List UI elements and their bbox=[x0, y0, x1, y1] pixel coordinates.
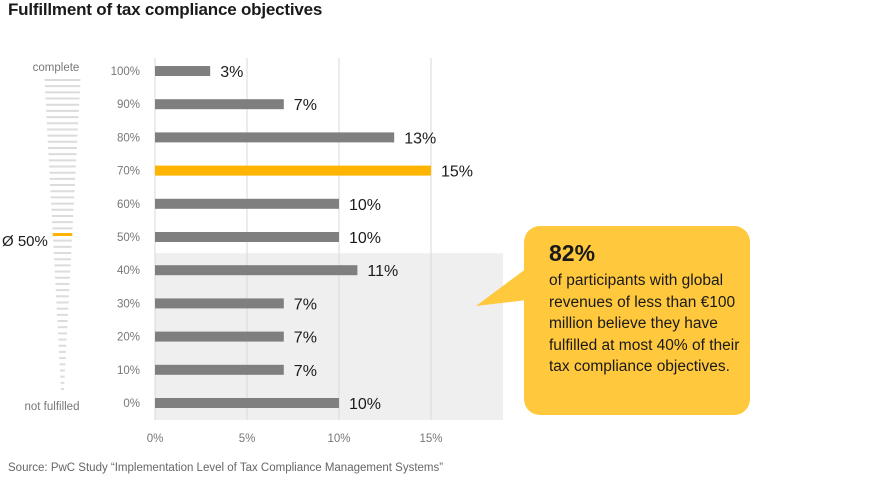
data-label: 10% bbox=[349, 396, 381, 413]
x-tick-label: 0% bbox=[147, 433, 164, 445]
chart-title: Fulfillment of tax compliance objectives bbox=[8, 0, 323, 19]
bar bbox=[155, 99, 284, 110]
y-tick-label: 30% bbox=[117, 298, 140, 310]
callout-box bbox=[524, 226, 750, 415]
y-tick-label: 60% bbox=[117, 199, 140, 211]
y-tick-label: 100% bbox=[111, 66, 140, 78]
x-tick-label: 15% bbox=[419, 433, 442, 445]
callout-value: 82% bbox=[549, 240, 596, 266]
bar bbox=[155, 398, 339, 408]
data-label: 10% bbox=[349, 230, 381, 247]
bar bbox=[155, 232, 339, 242]
bar bbox=[155, 364, 284, 375]
y-tick-label: 0% bbox=[123, 398, 140, 410]
y-tick-label: 70% bbox=[117, 166, 140, 178]
y-tick-label: 20% bbox=[117, 332, 140, 344]
y-tick-label: 40% bbox=[117, 265, 140, 277]
scale-top-label: complete bbox=[33, 62, 80, 74]
data-label: 7% bbox=[294, 363, 317, 380]
data-label: 7% bbox=[294, 296, 317, 313]
data-label: 3% bbox=[220, 64, 243, 81]
y-tick-label: 50% bbox=[117, 232, 140, 244]
data-label: 7% bbox=[294, 330, 317, 347]
bar-highlight bbox=[155, 165, 431, 176]
data-label: 11% bbox=[367, 263, 398, 280]
bar bbox=[155, 298, 284, 309]
scale-bottom-label: not fulfilled bbox=[25, 401, 80, 413]
y-tick-label: 90% bbox=[117, 99, 140, 111]
bar bbox=[155, 265, 358, 276]
data-label: 10% bbox=[349, 197, 381, 214]
data-label: 13% bbox=[404, 130, 436, 147]
x-tick-label: 5% bbox=[239, 433, 256, 445]
bar bbox=[155, 198, 339, 209]
scale-average-label: Ø 50% bbox=[2, 233, 48, 250]
x-tick-label: 10% bbox=[327, 433, 350, 445]
bar bbox=[155, 331, 284, 342]
callout-text: of participants with global revenues of … bbox=[549, 272, 740, 375]
data-label: 15% bbox=[441, 164, 473, 181]
source-note: Source: PwC Study “Implementation Level … bbox=[8, 462, 444, 474]
bar bbox=[155, 66, 211, 76]
y-tick-label: 10% bbox=[117, 365, 140, 377]
bar bbox=[155, 132, 395, 143]
data-label: 7% bbox=[294, 97, 317, 114]
y-tick-label: 80% bbox=[117, 132, 140, 144]
